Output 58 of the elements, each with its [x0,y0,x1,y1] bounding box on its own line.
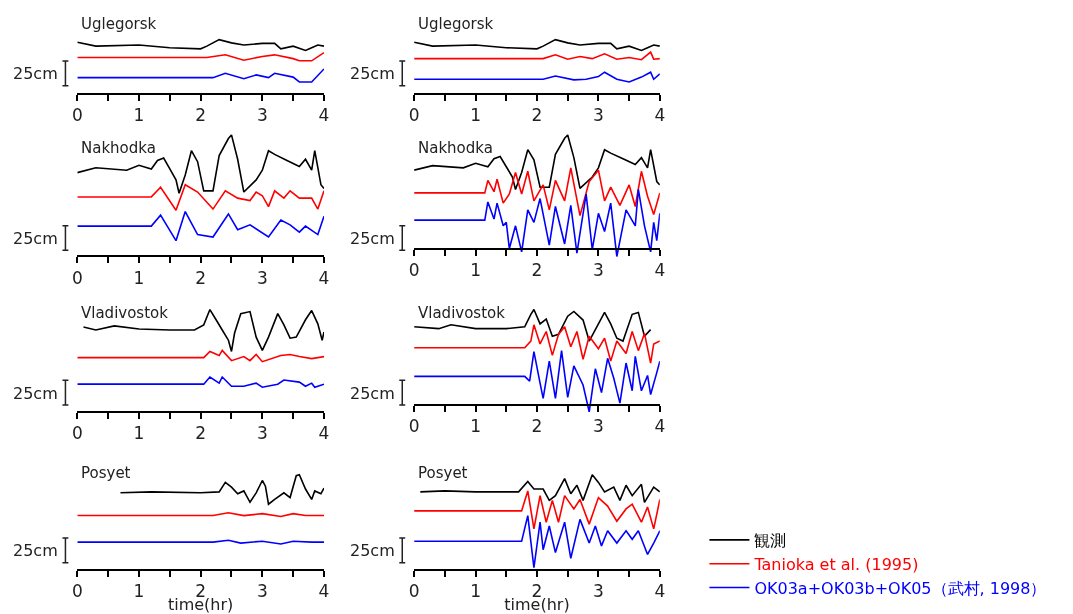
x-tick-label: 0 [71,267,83,288]
x-tick-label: 3 [256,105,268,126]
chart-title: Nakhodka [81,139,156,157]
x-tick-label: 1 [470,416,481,437]
x-tick-label: 0 [408,416,420,437]
text: 25cm [350,229,395,248]
x-tick-label: 3 [593,416,604,437]
legend-label: 観測 [754,531,787,551]
text: 25cm [350,64,395,83]
x-tick-label: 1 [133,423,145,444]
x-tick-label: 4 [654,416,666,437]
x-tick-label: 3 [593,105,604,126]
chart-title: Vladivostok [418,304,506,322]
x-tick-label: 2 [531,416,543,437]
x-axis-title: time(hr) [167,595,234,614]
chart-title: Uglegorsk [81,15,157,33]
text: 25cm [13,384,58,403]
chart-title: Posyet [418,464,468,482]
x-tick-label: 2 [195,105,207,126]
x-tick-label: 3 [593,259,604,280]
text: 25cm [13,229,58,248]
text: 25cm [13,541,58,560]
x-tick-label: 1 [470,581,481,602]
x-tick-label: 3 [256,581,268,602]
x-tick-label: 4 [318,423,330,444]
legend-label: OK03a+OK03b+OK05（武村, 1998） [754,578,1047,598]
x-tick-label: 0 [71,423,83,444]
x-tick-label: 3 [593,581,604,602]
x-tick-label: 2 [195,423,207,444]
x-tick-label: 1 [133,105,145,126]
x-tick-label: 1 [470,259,481,280]
x-tick-label: 2 [531,259,543,280]
x-tick-label: 0 [71,105,83,126]
chart-title: Vladivostok [81,304,169,322]
chart-title: Posyet [81,464,131,482]
x-tick-label: 1 [470,105,481,126]
x-tick-label: 4 [318,581,330,602]
x-tick-label: 2 [195,267,207,288]
legend-label: Tanioka et al. (1995) [753,554,919,574]
x-tick-label: 3 [256,423,268,444]
x-tick-label: 2 [531,105,543,126]
x-tick-label: 0 [71,581,83,602]
chart-title: Nakhodka [418,139,493,157]
x-tick-label: 0 [408,581,420,602]
x-tick-label: 4 [318,267,330,288]
x-tick-label: 4 [654,259,666,280]
x-tick-label: 1 [133,267,145,288]
text: 25cm [350,384,395,403]
x-tick-label: 0 [408,259,420,280]
x-tick-label: 4 [318,105,330,126]
text: 25cm [350,541,395,560]
x-tick-label: 4 [654,105,666,126]
x-tick-label: 1 [133,581,145,602]
text: 25cm [13,64,58,83]
x-tick-label: 3 [256,267,268,288]
x-tick-label: 4 [654,581,666,602]
chart-title: Uglegorsk [418,15,494,33]
x-tick-label: 0 [408,105,420,126]
